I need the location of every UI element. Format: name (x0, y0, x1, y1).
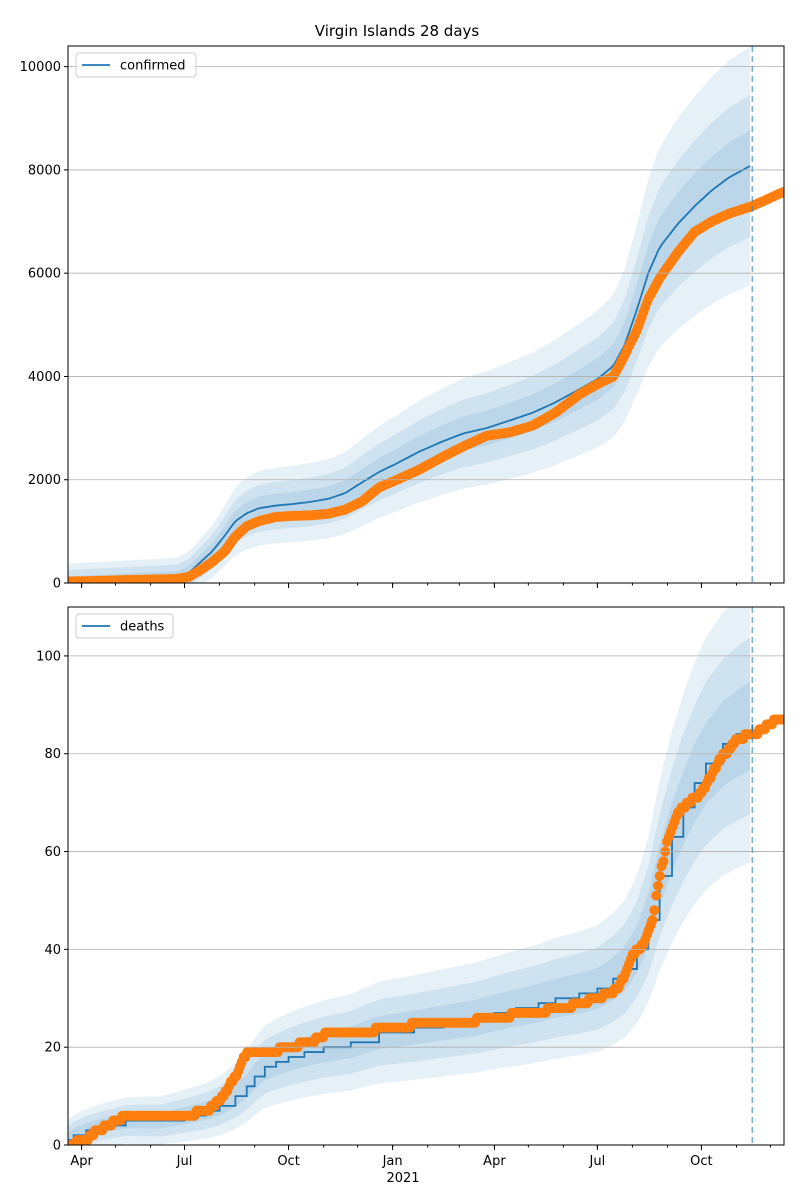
axes-frame (67, 45, 785, 584)
y-tick-label: 80 (44, 747, 61, 762)
y-tick-label: 60 (44, 845, 61, 860)
legend: confirmed (75, 52, 197, 78)
y-tick-label: 100 (36, 649, 61, 664)
legend-box (75, 613, 174, 639)
observed-point (654, 871, 665, 881)
observed-point (653, 880, 663, 891)
y-tick-label: 10000 (20, 60, 61, 75)
confidence-band-3 (68, 607, 751, 1145)
observed-markers (68, 714, 784, 1145)
plot-area (68, 607, 784, 1145)
x-tick-label: Jul (176, 1154, 193, 1169)
legend-box (75, 52, 197, 78)
x-tick-label: Apr (483, 1154, 506, 1169)
x-tick-label: Oct (690, 1154, 712, 1169)
y-tick-label: 0 (53, 1139, 61, 1154)
y-tick-label: 0 (53, 577, 61, 592)
y-tick-label: 4000 (28, 370, 61, 385)
confidence-band-3 (68, 46, 751, 583)
x-tick-label: Apr (70, 1154, 93, 1169)
legend-label: confirmed (120, 59, 186, 74)
confirmed-plot: 0 2000 4000 6000 8000 10000 confirmed (20, 45, 785, 592)
x-tick-label: Jul (589, 1154, 606, 1169)
y-tick-label: 6000 (28, 267, 61, 282)
x-axis-year-label: 2021 (386, 1171, 419, 1186)
confidence-band-2 (68, 94, 751, 583)
confidence-band-2 (68, 637, 751, 1145)
y-tick-label: 40 (44, 943, 61, 958)
plot-area (68, 46, 784, 583)
observed-point (658, 856, 669, 867)
y-tick-label: 8000 (28, 163, 61, 178)
observed-point (777, 714, 784, 725)
legend: deaths (75, 613, 174, 639)
observed-point (777, 187, 784, 198)
axes-frame (67, 606, 785, 1146)
x-tick-label: Oct (277, 1154, 299, 1169)
x-tick-label: Jan (382, 1154, 403, 1169)
observed-point (649, 905, 660, 916)
observed-point (651, 890, 662, 901)
legend-label: deaths (120, 620, 165, 635)
deaths-plot: 0 20 40 60 80 100 Apr Jul Oct Jan Apr Jul Oct deaths (36, 606, 785, 1169)
chart-title: Virgin Islands 28 days (315, 22, 480, 40)
y-tick-label: 20 (44, 1041, 61, 1056)
y-tick-label: 2000 (28, 473, 61, 488)
observed-point (647, 915, 658, 925)
confidence-band-1 (68, 130, 751, 583)
observed-markers (68, 187, 784, 583)
